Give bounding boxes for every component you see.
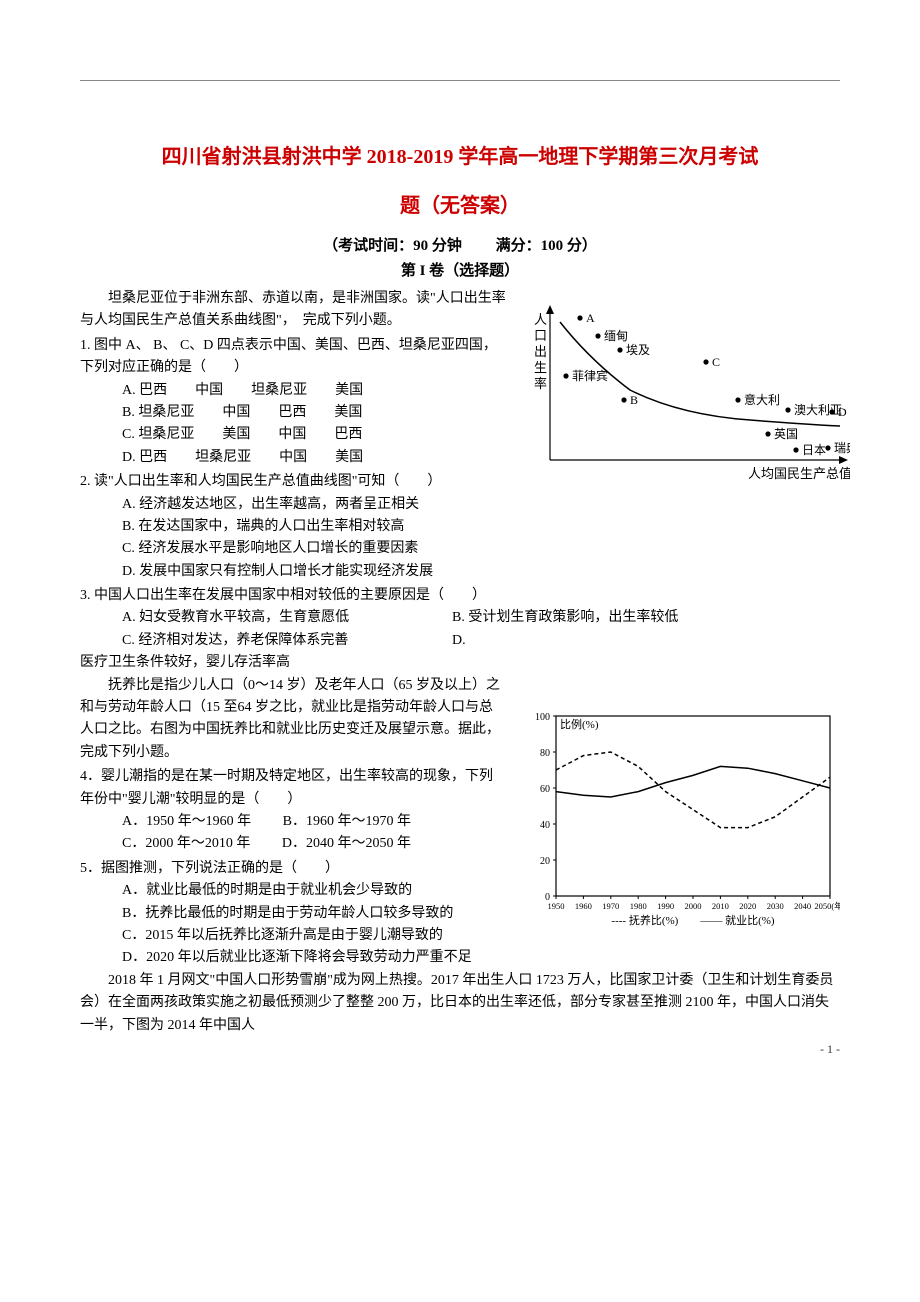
svg-text:比例(%): 比例(%) (560, 717, 599, 731)
scatter-chart: 人口出生率人均国民生产总值 A 缅甸埃及菲律宾 B C 意大利澳大利亚D 英国日本瑞典 (520, 300, 850, 490)
svg-text:人均国民生产总值: 人均国民生产总值 (748, 466, 850, 481)
svg-text:瑞典: 瑞典 (834, 441, 850, 455)
doc-title: 四川省射洪县射洪中学 2018-2019 学年高一地理下学期第三次月考试 (80, 141, 840, 173)
svg-text:1960: 1960 (575, 901, 592, 911)
q5-option-d: D．2020 年以后就业比逐渐下降将会导致劳动力严重不足 (122, 947, 840, 969)
section-head: 第 I 卷（选择题） (80, 259, 840, 280)
svg-text:2020: 2020 (739, 901, 756, 911)
svg-text:意大利: 意大利 (744, 392, 780, 407)
svg-text:80: 80 (540, 748, 550, 759)
svg-text:2040: 2040 (794, 901, 811, 911)
q3-option-d-prefix: D. (452, 630, 840, 652)
intro-3: 2018 年 1 月网文"中国人口形势雪崩"成为网上热搜。2017 年出生人口 … (80, 970, 840, 1037)
svg-text:C: C (712, 355, 720, 369)
page-number: - 1 - (820, 1042, 840, 1057)
q3-option-c: C. 经济相对发达，养老保障体系完善 (122, 630, 452, 652)
q4-stem: 4．婴儿潮指的是在某一时期及特定地区，出生率较高的现象，下列年份中"婴儿潮"较明… (80, 766, 500, 811)
q3-stem: 3. 中国人口出生率在发展中国家中相对较低的主要原因是（ ） (80, 585, 840, 607)
svg-text:日本: 日本 (802, 443, 826, 457)
q4-option-c: C．2000 年～2010 年 (122, 836, 250, 851)
svg-text:2050(年): 2050(年) (814, 901, 840, 911)
svg-text:口: 口 (534, 328, 547, 343)
q2-option-a: A. 经济越发达地区，出生率越高，两者呈正相关 (122, 494, 840, 516)
exam-info: （考试时间：90 分钟 满分：100 分） (80, 234, 840, 255)
line-chart: 020406080100比例(%)19501960197019801990200… (520, 706, 840, 936)
q2-option-c: C. 经济发展水平是影响地区人口增长的重要因素 (122, 538, 840, 560)
q2-option-d: D. 发展中国家只有控制人口增长才能实现经济发展 (122, 561, 840, 583)
svg-text:率: 率 (534, 376, 547, 391)
svg-text:---- 抚养比(%) —— 就业比(%): ---- 抚养比(%) —— 就业比(%) (611, 913, 774, 927)
svg-text:1990: 1990 (657, 901, 674, 911)
page-top-rule (80, 80, 840, 81)
svg-text:20: 20 (540, 856, 550, 867)
svg-text:人: 人 (534, 312, 547, 327)
svg-text:出: 出 (534, 344, 547, 359)
svg-text:英国: 英国 (774, 427, 798, 441)
svg-text:缅甸: 缅甸 (604, 329, 628, 343)
svg-text:菲律宾: 菲律宾 (572, 368, 608, 383)
svg-text:生: 生 (534, 360, 547, 375)
q4-option-b: B．1960 年～1970 年 (283, 814, 411, 829)
q3-option-d: 医疗卫生条件较好，婴儿存活率高 (80, 652, 840, 674)
q3-option-a: A. 妇女受教育水平较高，生育意愿低 (122, 607, 452, 629)
q4-option-d: D．2040 年～2050 年 (282, 836, 411, 851)
svg-text:1970: 1970 (602, 901, 619, 911)
svg-text:100: 100 (535, 712, 550, 723)
svg-text:D: D (838, 405, 847, 419)
svg-text:40: 40 (540, 820, 550, 831)
svg-text:1980: 1980 (630, 901, 647, 911)
q4-option-a: A．1950 年～1960 年 (122, 814, 251, 829)
svg-text:2000: 2000 (685, 901, 702, 911)
svg-text:2010: 2010 (712, 901, 729, 911)
svg-text:2030: 2030 (767, 901, 784, 911)
q2-option-b: B. 在发达国家中，瑞典的人口出生率相对较高 (122, 516, 840, 538)
svg-text:B: B (630, 393, 638, 407)
intro-2: 抚养比是指少儿人口（0～14 岁）及老年人口（65 岁及以上）之和与劳动年龄人口… (80, 675, 500, 765)
intro-1: 坦桑尼亚位于非洲东部、赤道以南，是非洲国家。读"人口出生率与人均国民生产总值关系… (80, 288, 510, 333)
svg-text:A: A (586, 311, 595, 325)
q1-stem: 1. 图中 A、 B、 C、D 四点表示中国、美国、巴西、坦桑尼亚四国，下列对应… (80, 335, 510, 380)
svg-text:埃及: 埃及 (626, 343, 650, 357)
svg-text:澳大利亚: 澳大利亚 (794, 403, 842, 417)
svg-text:1950: 1950 (548, 901, 565, 911)
doc-subtitle: 题（无答案） (80, 189, 840, 218)
q3-option-b: B. 受计划生育政策影响，出生率较低 (452, 607, 840, 629)
svg-text:60: 60 (540, 784, 550, 795)
